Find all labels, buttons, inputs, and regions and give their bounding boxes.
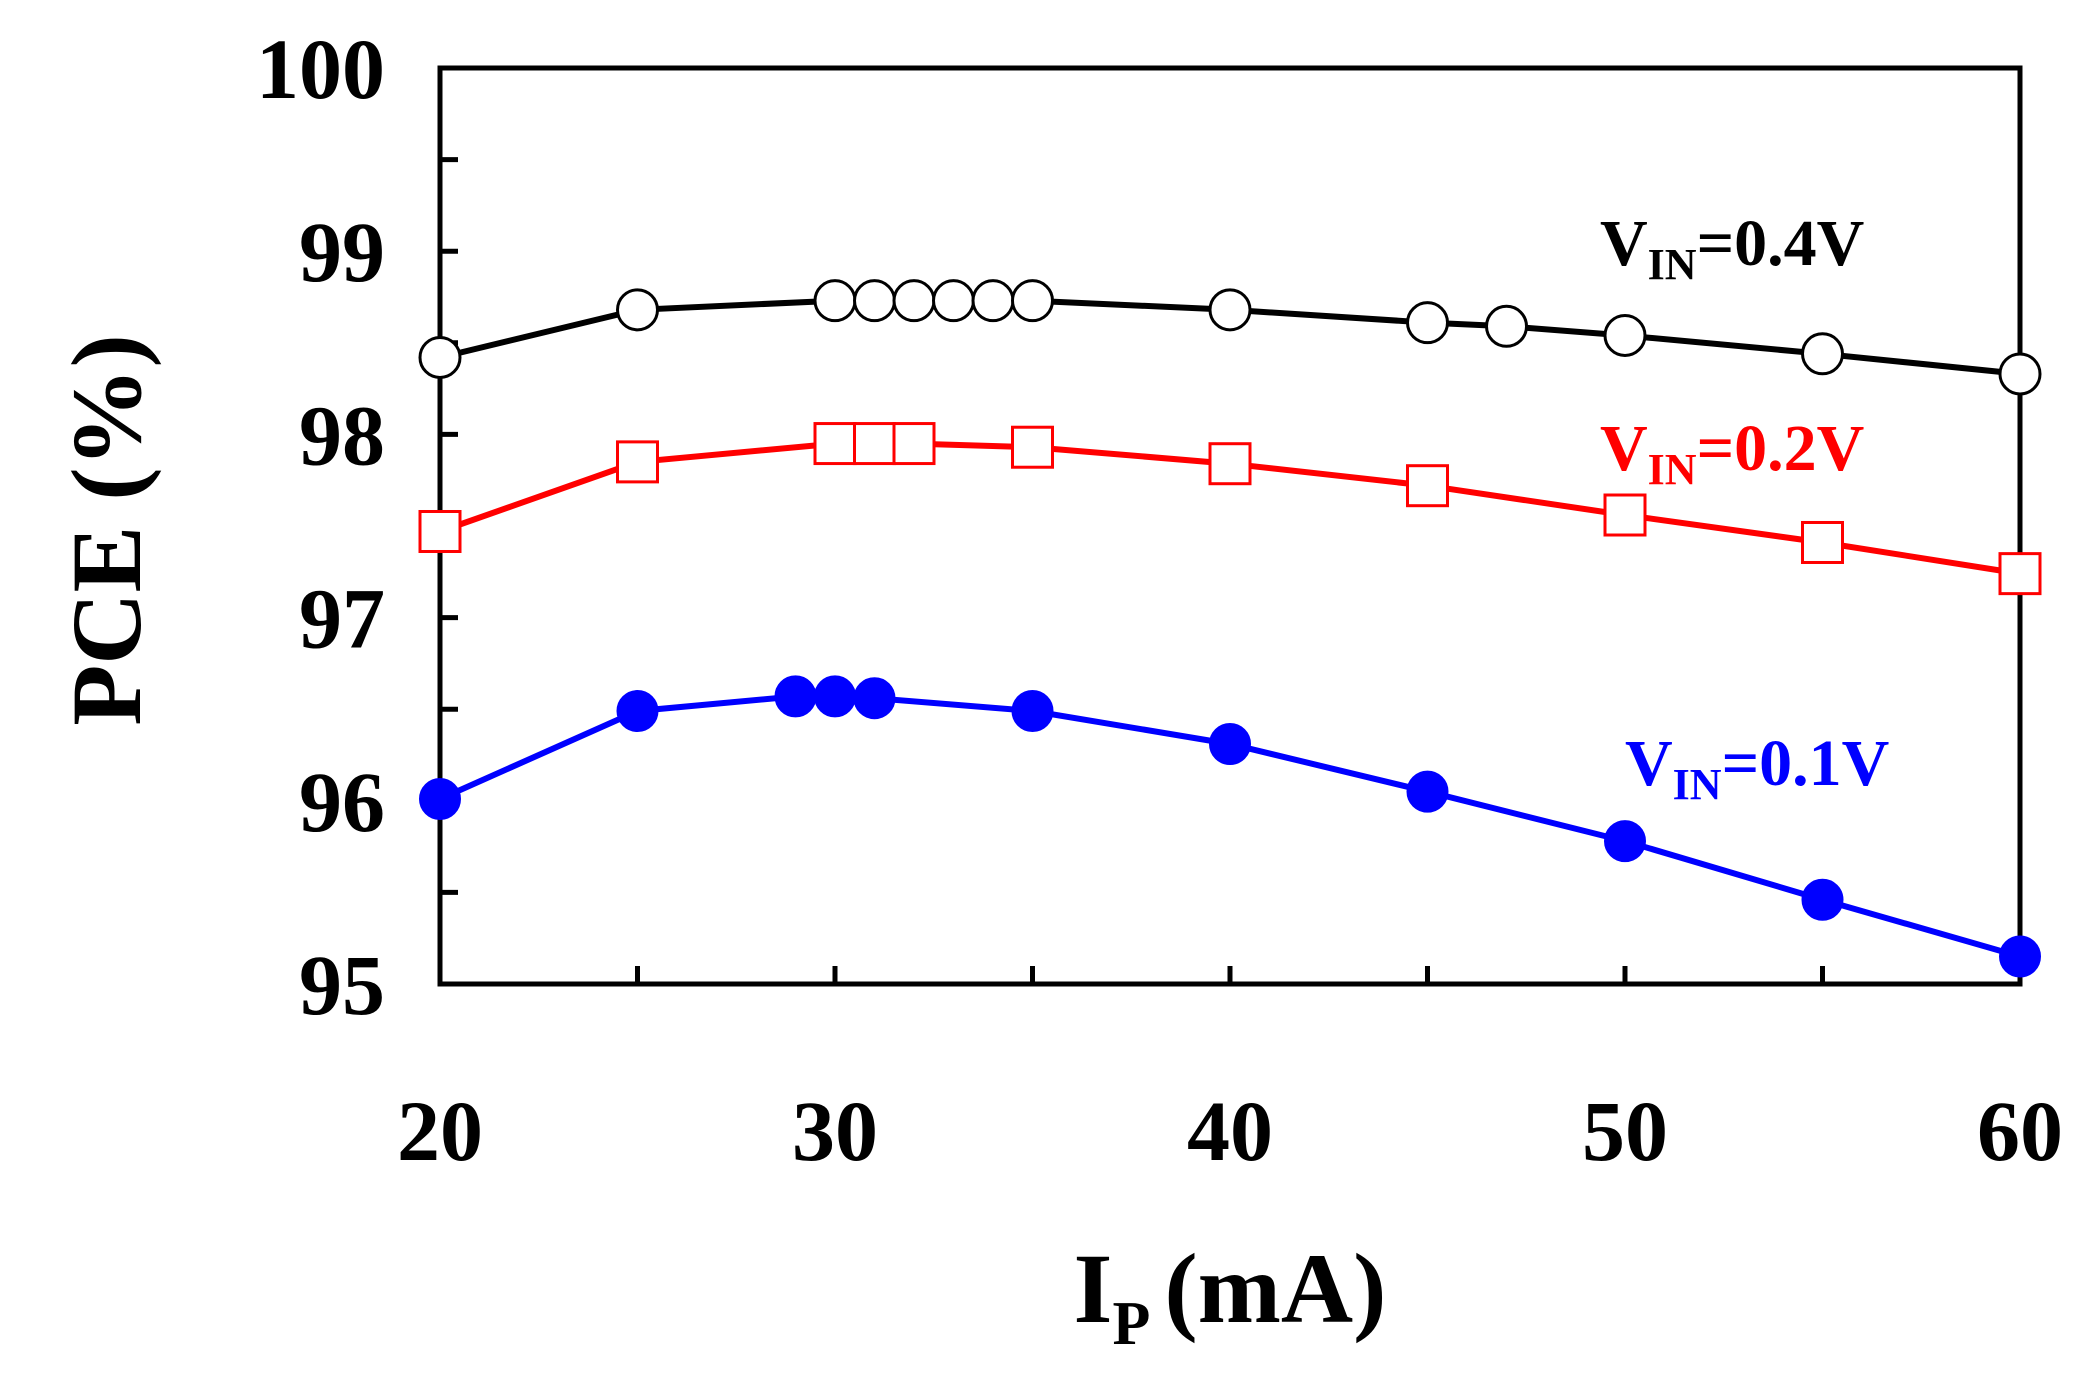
point-VIN=0.1V-35 <box>1011 690 1054 733</box>
point-VIN=0.2V-40 <box>1208 442 1252 486</box>
point-VIN=0.2V-60 <box>1998 552 2042 596</box>
point-VIN=0.2V-45 <box>1406 464 1449 508</box>
point-VIN=0.2V-30 <box>813 422 857 466</box>
y-axis-title: PCE (%) <box>51 334 162 726</box>
point-VIN=0.2V-20 <box>418 509 462 553</box>
plot-frame <box>437 65 2023 987</box>
point-VIN=0.4V-25 <box>616 288 659 332</box>
point-VIN=0.4V-40 <box>1208 288 1252 332</box>
series-layer <box>418 279 2042 978</box>
series-label-vin-0.2v: VIN=0.2V <box>1600 412 1864 494</box>
x-tick-label-40: 40 <box>1187 1083 1273 1179</box>
x-tick-label-30: 30 <box>792 1083 878 1179</box>
point-VIN=0.4V-50 <box>1603 313 1647 357</box>
point-VIN=0.4V-34 <box>971 279 1015 323</box>
point-VIN=0.2V-35 <box>1011 425 1054 469</box>
point-VIN=0.4V-60 <box>1998 352 2042 396</box>
point-VIN=0.4V-45 <box>1406 301 1449 345</box>
y-tick-label-98: 98 <box>299 387 385 483</box>
point-VIN=0.2V-50 <box>1603 493 1647 537</box>
point-VIN=0.4V-33 <box>932 279 975 323</box>
point-VIN=0.4V-55 <box>1801 332 1844 376</box>
point-VIN=0.1V-31 <box>853 677 896 720</box>
point-VIN=0.1V-50 <box>1604 820 1646 863</box>
point-VIN=0.4V-47 <box>1485 304 1528 348</box>
y-tick-label-95: 95 <box>299 937 385 1033</box>
series-label-vin-0.1v: VIN=0.1V <box>1625 727 1889 809</box>
series-VIN=0.1V <box>419 675 2041 978</box>
x-axis-title: IP (mA) <box>1074 1233 1387 1358</box>
plot-border <box>437 65 2023 987</box>
point-VIN=0.2V-31 <box>853 422 896 466</box>
y-tick-label-100: 100 <box>256 21 385 117</box>
point-VIN=0.4V-32 <box>892 279 936 323</box>
point-VIN=0.1V-30 <box>814 675 856 718</box>
x-tick-label-60: 60 <box>1977 1083 2063 1179</box>
point-VIN=0.4V-30 <box>813 279 857 323</box>
y-tick-label-96: 96 <box>299 754 385 850</box>
series-label-vin-0.4v: VIN=0.4V <box>1600 207 1864 289</box>
point-VIN=0.4V-31 <box>853 279 896 323</box>
x-axis-ticks: 20 30 40 50 60 <box>397 966 2063 1179</box>
point-VIN=0.4V-20 <box>418 335 462 379</box>
point-VIN=0.1V-29 <box>774 675 817 718</box>
point-VIN=0.4V-35 <box>1011 279 1054 323</box>
point-VIN=0.1V-60 <box>1999 935 2041 978</box>
point-VIN=0.2V-25 <box>616 440 659 484</box>
point-VIN=0.1V-55 <box>1801 878 1844 921</box>
point-VIN=0.2V-55 <box>1801 520 1844 564</box>
y-tick-label-99: 99 <box>299 204 385 300</box>
x-tick-label-50: 50 <box>1582 1083 1668 1179</box>
series-VIN=0.2V <box>418 422 2042 596</box>
y-tick-label-97: 97 <box>299 571 385 667</box>
point-VIN=0.2V-32 <box>892 422 936 466</box>
point-VIN=0.1V-40 <box>1209 723 1251 766</box>
series-VIN=0.4V <box>418 279 2042 396</box>
point-VIN=0.1V-45 <box>1406 770 1449 813</box>
point-VIN=0.1V-25 <box>616 690 659 733</box>
point-VIN=0.1V-20 <box>419 777 461 820</box>
y-axis-ticks: 95 96 97 98 99 100 <box>256 21 458 1033</box>
x-tick-label-20: 20 <box>397 1083 483 1179</box>
